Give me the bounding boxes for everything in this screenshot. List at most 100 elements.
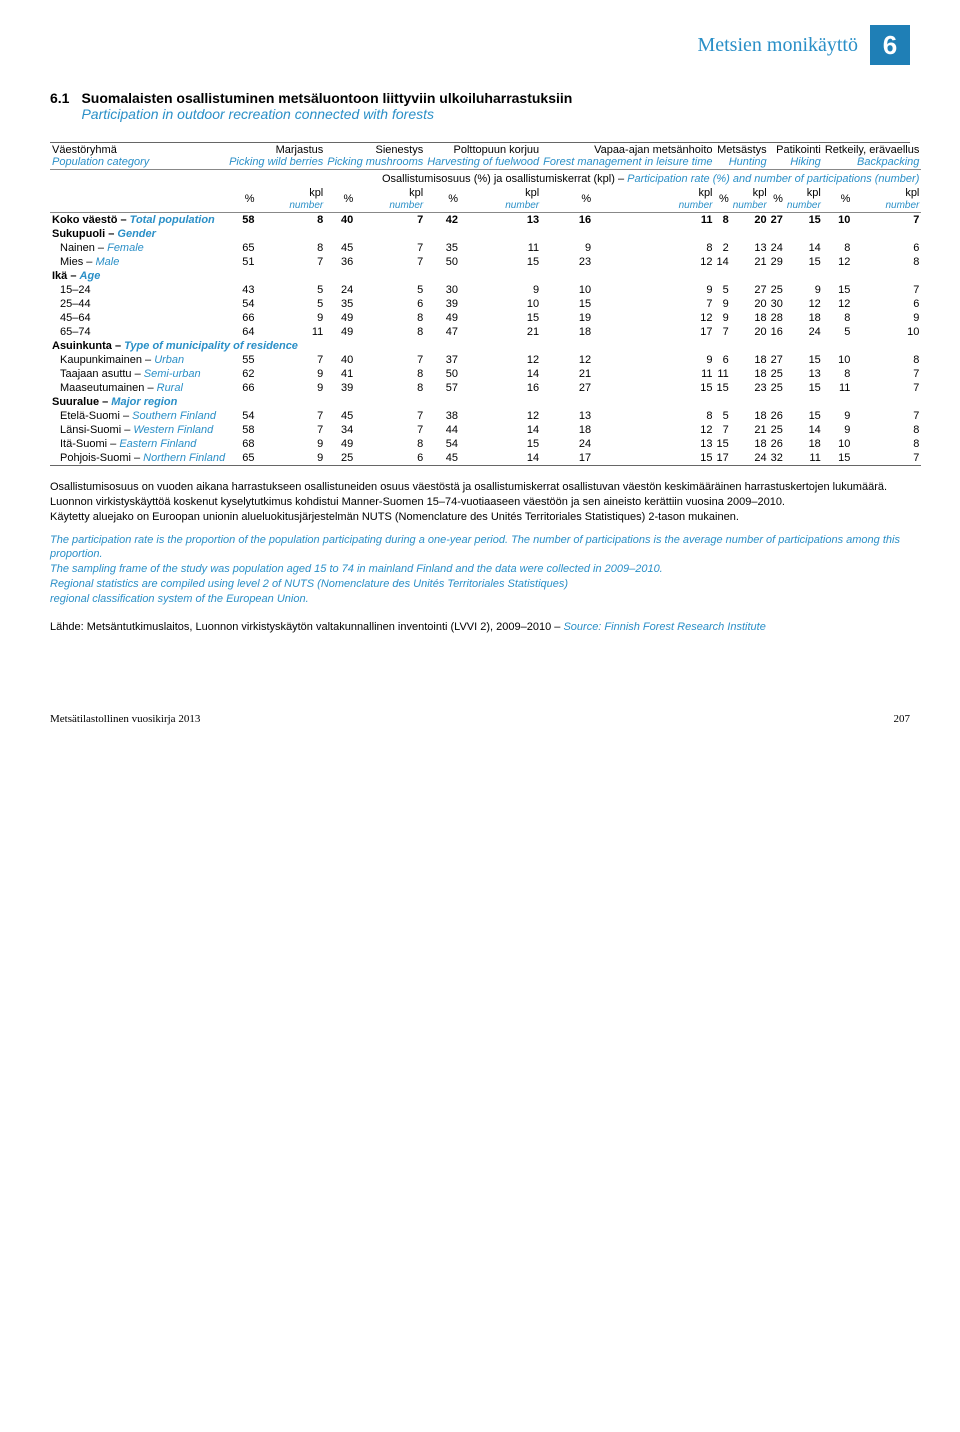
data-cell: 8	[355, 437, 425, 451]
title-en: Participation in outdoor recreation conn…	[81, 106, 434, 122]
data-cell: 12	[593, 423, 714, 437]
data-cell: 9	[257, 451, 326, 466]
data-cell: 15	[460, 255, 541, 269]
table-row: Nainen – Female658457351198213241486	[50, 241, 921, 255]
note-en-3: Regional statistics are compiled using l…	[50, 577, 910, 592]
data-cell: 49	[425, 311, 460, 325]
data-cell: 45	[325, 409, 355, 423]
data-cell: 5	[257, 297, 326, 311]
data-cell: 39	[325, 381, 355, 395]
data-cell: 13	[593, 437, 714, 451]
column-header-row: Väestöryhmä Population category Marjastu…	[50, 143, 921, 170]
data-cell: 49	[325, 325, 355, 339]
data-cell: 27	[731, 283, 769, 297]
unit-pct: %	[425, 186, 460, 213]
data-cell: 13	[785, 367, 823, 381]
data-cell: 49	[325, 311, 355, 325]
footer-left: Metsätilastollinen vuosikirja 2013	[50, 713, 200, 725]
data-cell: 15	[715, 381, 731, 395]
data-cell: 10	[460, 297, 541, 311]
data-cell: 9	[785, 283, 823, 297]
data-cell: 40	[325, 353, 355, 367]
unit-kpl: kplnumber	[785, 186, 823, 213]
data-cell: 11	[593, 367, 714, 381]
data-cell: 10	[852, 325, 921, 339]
data-cell: 7	[852, 409, 921, 423]
col7-fi: Retkeily, erävaellus	[825, 144, 920, 156]
col1-fi: Marjastus	[276, 144, 324, 156]
source-fi: Lähde: Metsäntutkimuslaitos, Luonnon vir…	[50, 621, 563, 633]
col2-fi: Sienestys	[376, 144, 424, 156]
data-cell: 30	[425, 283, 460, 297]
chapter-number: 6	[870, 25, 910, 65]
table-row: Kaupunkimainen – Urban557407371212961827…	[50, 353, 921, 367]
participation-fi: Osallistumisosuus (%) ja osallistumisker…	[382, 173, 627, 185]
data-cell: 12	[785, 297, 823, 311]
data-cell: 29	[769, 255, 785, 269]
section-header: Asuinkunta – Type of municipality of res…	[50, 339, 921, 353]
data-cell: 8	[593, 241, 714, 255]
data-cell: 24	[769, 241, 785, 255]
table-row: Maaseutumainen – Rural669398571627151523…	[50, 381, 921, 395]
data-cell: 20	[731, 325, 769, 339]
col6-en: Hiking	[790, 156, 821, 168]
data-cell: 6	[852, 297, 921, 311]
chapter-header: Metsien monikäyttö 6	[697, 25, 910, 65]
data-cell: 25	[325, 451, 355, 466]
data-cell: 15	[785, 409, 823, 423]
total-cell: 13	[460, 213, 541, 228]
unit-pct: %	[541, 186, 593, 213]
data-cell: 54	[425, 437, 460, 451]
data-cell: 65	[227, 451, 256, 466]
total-cell: 10	[823, 213, 853, 228]
data-cell: 5	[715, 409, 731, 423]
data-cell: 13	[541, 409, 593, 423]
data-cell: 8	[593, 409, 714, 423]
data-cell: 7	[355, 423, 425, 437]
col7-en: Backpacking	[857, 156, 919, 168]
data-cell: 7	[257, 353, 326, 367]
data-cell: 8	[355, 311, 425, 325]
data-cell: 7	[852, 283, 921, 297]
section-header: Ikä – Age	[50, 269, 921, 283]
data-cell: 47	[425, 325, 460, 339]
data-cell: 11	[823, 381, 853, 395]
data-table-wrap: Väestöryhmä Population category Marjastu…	[50, 142, 910, 466]
row-label: 45–64	[50, 311, 227, 325]
data-cell: 8	[823, 241, 853, 255]
unit-kpl: kplnumber	[852, 186, 921, 213]
data-cell: 17	[593, 325, 714, 339]
table-row: 65–746411498472118177201624510	[50, 325, 921, 339]
data-cell: 14	[715, 255, 731, 269]
total-cell: 8	[257, 213, 326, 228]
data-cell: 24	[325, 283, 355, 297]
data-cell: 25	[769, 367, 785, 381]
unit-kpl: kplnumber	[355, 186, 425, 213]
unit-kpl: kplnumber	[460, 186, 541, 213]
data-cell: 18	[541, 325, 593, 339]
data-cell: 12	[460, 353, 541, 367]
data-cell: 15	[823, 283, 853, 297]
row-label: Mies – Male	[50, 255, 227, 269]
data-cell: 10	[823, 437, 853, 451]
data-cell: 17	[541, 451, 593, 466]
data-cell: 45	[425, 451, 460, 466]
data-cell: 24	[731, 451, 769, 466]
data-cell: 50	[425, 367, 460, 381]
data-cell: 24	[785, 325, 823, 339]
col1-en: Picking wild berries	[229, 156, 323, 168]
total-cell: 7	[852, 213, 921, 228]
data-cell: 8	[355, 381, 425, 395]
data-cell: 15	[715, 437, 731, 451]
data-cell: 23	[731, 381, 769, 395]
table-row: 45–6466949849151912918281889	[50, 311, 921, 325]
data-cell: 7	[852, 381, 921, 395]
data-cell: 25	[769, 381, 785, 395]
data-cell: 12	[541, 353, 593, 367]
data-cell: 36	[325, 255, 355, 269]
table-title: 6.1 Suomalaisten osallistuminen metsäluo…	[50, 90, 910, 122]
data-cell: 15	[460, 437, 541, 451]
data-cell: 50	[425, 255, 460, 269]
data-cell: 11	[257, 325, 326, 339]
unit-row: %kplnumber%kplnumber%kplnumber%kplnumber…	[50, 186, 921, 213]
